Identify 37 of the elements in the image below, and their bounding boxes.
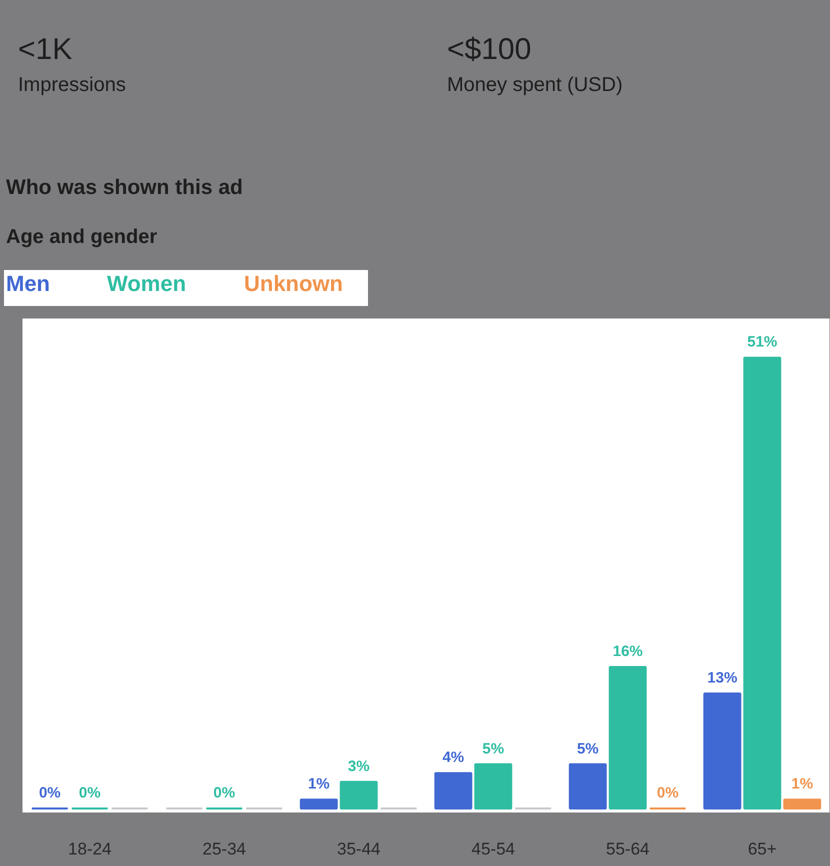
data-label: 0% — [38, 784, 61, 802]
data-label: 5% — [576, 740, 599, 758]
x-tick-label: 45-54 — [472, 840, 515, 858]
text: <$100 — [447, 32, 532, 68]
data-label: 0% — [213, 784, 236, 802]
text: Unknown — [244, 270, 343, 298]
bar — [743, 356, 782, 810]
data-label: 3% — [348, 758, 370, 775]
data-label: 13% — [707, 670, 738, 687]
data-label: 0% — [656, 784, 679, 802]
data-label: 16% — [612, 643, 643, 660]
x-tick-label: 18-24 — [68, 840, 112, 858]
bar — [783, 798, 822, 810]
data-label: 1% — [308, 776, 330, 793]
data-label: 0% — [78, 784, 101, 802]
bar — [300, 798, 338, 810]
text: Men — [6, 270, 50, 298]
data-label: 4% — [442, 749, 464, 766]
bar — [703, 692, 742, 810]
x-tick-label: 65+ — [748, 840, 777, 858]
bar — [474, 763, 512, 810]
bar — [568, 763, 607, 810]
chart-title: Who was shown this ad — [6, 175, 243, 201]
bar — [434, 772, 472, 810]
bar — [608, 666, 647, 810]
text: Money spent (USD) — [447, 73, 623, 98]
text: Impressions — [18, 73, 126, 98]
bar — [340, 780, 378, 810]
text: <1K — [18, 32, 72, 68]
data-label: 1% — [791, 776, 814, 793]
x-tick-label: 25-34 — [202, 840, 246, 858]
text: Women — [107, 270, 186, 298]
chart-subtitle: Age and gender — [6, 225, 158, 250]
data-label: 51% — [747, 334, 778, 351]
x-tick-label: 55-64 — [606, 840, 650, 858]
x-tick-label: 35-44 — [337, 840, 380, 858]
data-label: 5% — [482, 740, 504, 758]
